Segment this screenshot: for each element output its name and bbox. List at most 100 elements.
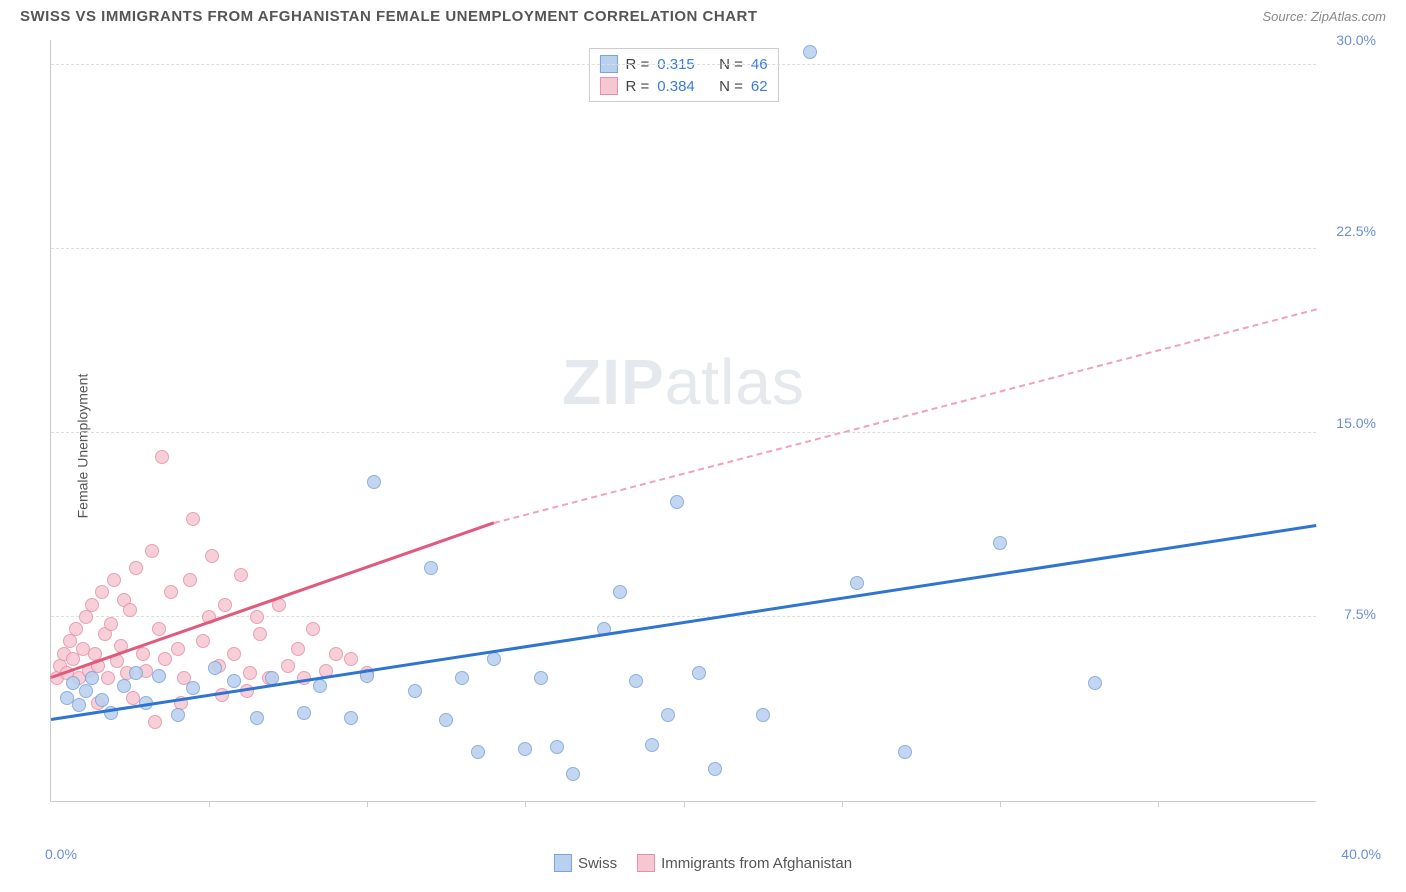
scatter-point-afghan [234,568,248,582]
scatter-point-swiss [550,740,564,754]
chart-container: ZIPatlas R = 0.315 N = 46 R = 0.384 N = … [50,40,1386,832]
legend-swatch-afghan-icon [599,77,617,95]
scatter-point-afghan [186,512,200,526]
scatter-point-swiss [471,745,485,759]
scatter-point-swiss [424,561,438,575]
scatter-point-swiss [208,661,222,675]
scatter-point-swiss [95,693,109,707]
scatter-point-swiss [408,684,422,698]
scatter-point-swiss [708,762,722,776]
scatter-point-afghan [281,659,295,673]
y-tick-label: 15.0% [1336,415,1376,431]
x-axis-min-label: 0.0% [45,846,77,862]
legend-label-swiss: Swiss [578,855,617,872]
scatter-point-afghan [69,622,83,636]
scatter-point-swiss [313,679,327,693]
grid-line-h [51,432,1316,433]
scatter-point-afghan [218,598,232,612]
scatter-point-afghan [329,647,343,661]
scatter-point-swiss [487,652,501,666]
scatter-point-swiss [79,684,93,698]
scatter-point-swiss [661,708,675,722]
scatter-point-swiss [645,738,659,752]
scatter-point-swiss [344,711,358,725]
scatter-point-swiss [227,674,241,688]
scatter-point-swiss [518,742,532,756]
scatter-point-afghan [253,627,267,641]
scatter-point-afghan [158,652,172,666]
scatter-point-swiss [297,706,311,720]
watermark: ZIPatlas [562,345,805,419]
legend-item-afghan: Immigrants from Afghanistan [637,854,852,872]
scatter-point-afghan [306,622,320,636]
scatter-point-afghan [250,610,264,624]
x-tick-mark [1000,801,1001,807]
x-tick-mark [684,801,685,807]
scatter-point-swiss [629,674,643,688]
scatter-point-swiss [613,585,627,599]
grid-line-h [51,248,1316,249]
y-tick-label: 7.5% [1344,606,1376,622]
scatter-point-afghan [171,642,185,656]
scatter-point-swiss [85,671,99,685]
scatter-point-afghan [183,573,197,587]
scatter-point-swiss [566,767,580,781]
scatter-point-afghan [79,610,93,624]
scatter-point-swiss [186,681,200,695]
x-tick-mark [367,801,368,807]
source-attribution: Source: ZipAtlas.com [1262,9,1386,24]
scatter-point-swiss [993,536,1007,550]
x-tick-mark [525,801,526,807]
afghan-r-value: 0.384 [657,78,695,95]
scatter-point-afghan [164,585,178,599]
trend-line-afghan-extrapolated [493,308,1316,524]
scatter-point-swiss [439,713,453,727]
legend-stats-box: R = 0.315 N = 46 R = 0.384 N = 62 [588,48,778,102]
scatter-point-swiss [670,495,684,509]
scatter-point-afghan [129,561,143,575]
y-tick-label: 22.5% [1336,223,1376,239]
y-tick-label: 30.0% [1336,32,1376,48]
scatter-point-afghan [148,715,162,729]
grid-line-h [51,616,1316,617]
watermark-zip: ZIP [562,346,665,418]
scatter-point-afghan [95,585,109,599]
legend-bottom: Swiss Immigrants from Afghanistan [554,854,852,872]
scatter-point-swiss [171,708,185,722]
legend-label-afghan: Immigrants from Afghanistan [661,855,852,872]
scatter-point-swiss [72,698,86,712]
scatter-point-afghan [344,652,358,666]
scatter-point-afghan [196,634,210,648]
scatter-point-swiss [152,669,166,683]
scatter-point-afghan [205,549,219,563]
legend-swatch-swiss-icon [554,854,572,872]
scatter-point-swiss [250,711,264,725]
x-tick-mark [209,801,210,807]
scatter-point-swiss [534,671,548,685]
scatter-point-afghan [123,603,137,617]
scatter-point-swiss [455,671,469,685]
scatter-point-afghan [291,642,305,656]
trend-line-swiss [51,524,1316,720]
scatter-point-swiss [129,666,143,680]
scatter-point-afghan [145,544,159,558]
scatter-point-afghan [85,598,99,612]
scatter-point-swiss [756,708,770,722]
legend-item-swiss: Swiss [554,854,617,872]
scatter-point-swiss [367,475,381,489]
scatter-point-afghan [152,622,166,636]
watermark-atlas: atlas [665,346,805,418]
r-label: R = [625,78,649,95]
scatter-point-swiss [898,745,912,759]
scatter-point-afghan [227,647,241,661]
scatter-point-afghan [243,666,257,680]
scatter-point-afghan [101,671,115,685]
x-tick-mark [1158,801,1159,807]
legend-swatch-afghan-icon [637,854,655,872]
scatter-point-swiss [1088,676,1102,690]
plot-area: ZIPatlas R = 0.315 N = 46 R = 0.384 N = … [50,40,1316,802]
chart-title: SWISS VS IMMIGRANTS FROM AFGHANISTAN FEM… [20,8,758,25]
legend-stats-row-afghan: R = 0.384 N = 62 [599,75,767,97]
scatter-point-swiss [692,666,706,680]
scatter-point-afghan [136,647,150,661]
